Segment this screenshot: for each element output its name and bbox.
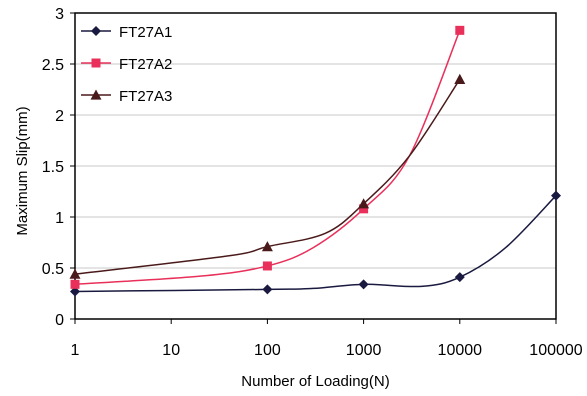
- y-axis-label: Maximum Slip(mm): [14, 106, 31, 235]
- legend-marker: [91, 26, 101, 36]
- y-tick-label: 0.5: [42, 261, 64, 278]
- y-tick-label: 0: [55, 312, 64, 329]
- legend: FT27A1 FT27A2 FT27A3: [81, 24, 172, 105]
- data-point: [262, 284, 273, 295]
- y-tick-label: 1: [55, 210, 64, 227]
- series-line: [74, 30, 461, 286]
- x-tick-label: 10: [162, 342, 180, 359]
- series-ft27a3: [69, 73, 466, 279]
- y-tick-label: 1.5: [42, 159, 64, 176]
- legend-item-ft27a3: FT27A3: [81, 88, 172, 105]
- legend-item-ft27a1: FT27A1: [81, 24, 172, 41]
- data-point: [358, 198, 370, 209]
- y-tick-label: 2: [55, 108, 64, 125]
- x-tick-label: 1000: [346, 342, 382, 359]
- series-ft27a2: [70, 25, 465, 289]
- x-tick-label: 1: [71, 342, 80, 359]
- data-point: [551, 190, 561, 201]
- x-axis-ticks: 1 10 100 1000 10000 100000: [71, 319, 583, 359]
- legend-label: FT27A2: [119, 56, 172, 73]
- data-point: [455, 25, 465, 35]
- x-axis-label: Number of Loading(N): [241, 373, 389, 390]
- series-ft27a1: [70, 190, 561, 297]
- x-tick-label: 10000: [438, 342, 483, 359]
- legend-marker: [91, 58, 101, 68]
- data-point: [69, 268, 81, 279]
- y-tick-label: 3: [55, 6, 64, 23]
- legend-item-ft27a2: FT27A2: [81, 56, 172, 73]
- data-point: [261, 241, 273, 252]
- data-point: [454, 73, 466, 84]
- data-point: [358, 279, 369, 290]
- legend-marker: [90, 89, 102, 100]
- x-tick-label: 100000: [529, 342, 582, 359]
- data-point: [262, 261, 272, 271]
- data-point: [70, 279, 80, 289]
- legend-label: FT27A1: [119, 24, 172, 41]
- series-line: [74, 78, 461, 275]
- y-axis-ticks: 0 0.5 1 1.5 2 2.5 3: [42, 6, 75, 329]
- y-tick-label: 2.5: [42, 57, 64, 74]
- series-layer: [69, 25, 561, 297]
- data-point: [454, 272, 465, 283]
- data-point: [359, 204, 369, 214]
- series-line: [74, 195, 557, 293]
- data-point: [70, 286, 80, 297]
- legend-label: FT27A3: [119, 88, 172, 105]
- x-tick-label: 100: [254, 342, 281, 359]
